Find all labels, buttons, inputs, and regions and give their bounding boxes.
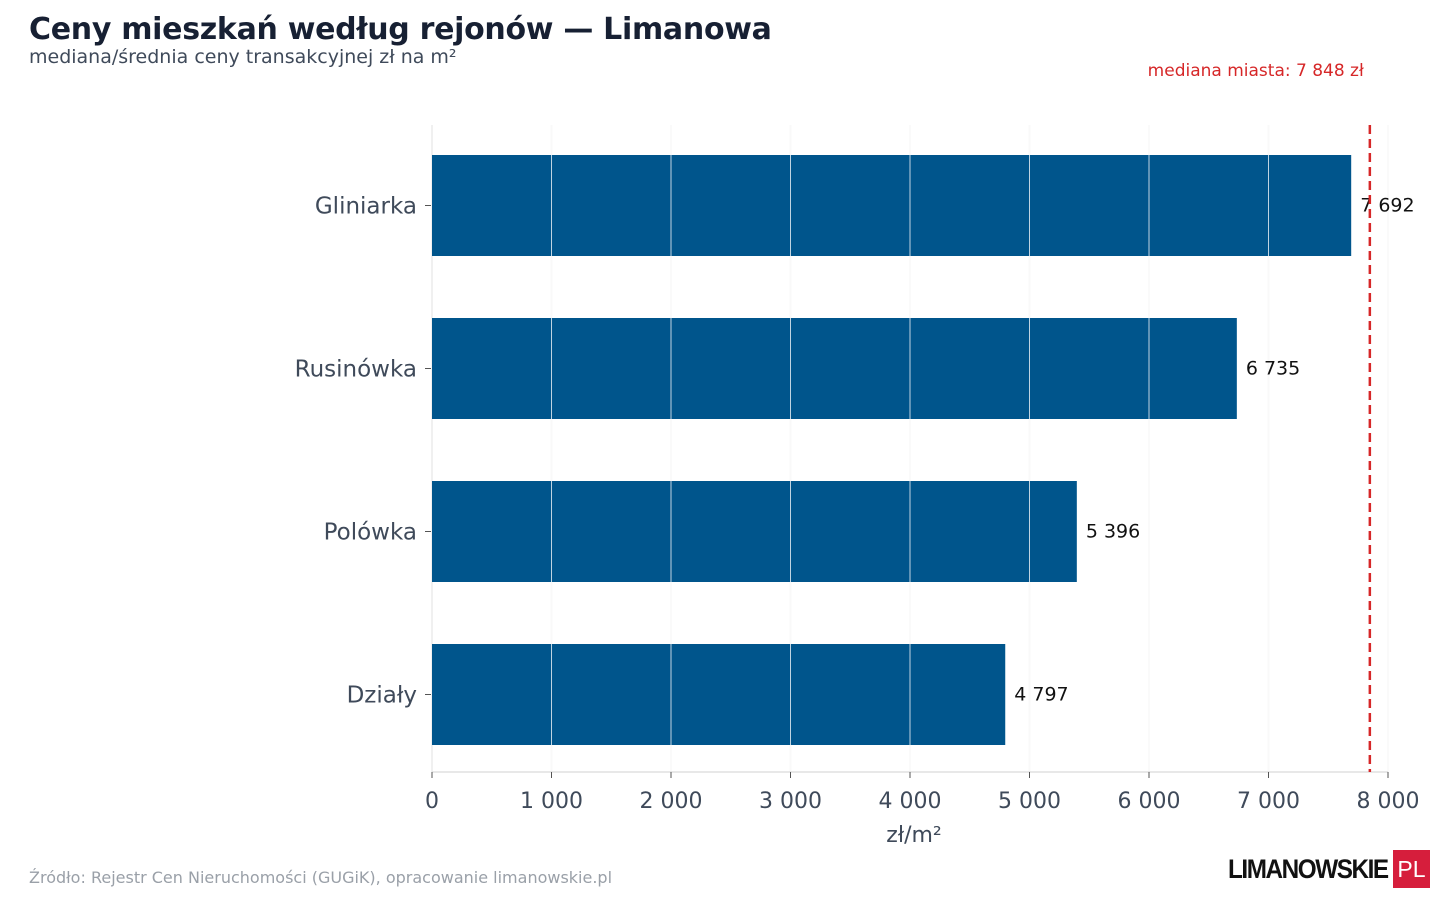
logo-badge: PL bbox=[1393, 850, 1430, 888]
category-label: Rusinówka bbox=[295, 357, 417, 383]
x-tick-label: 4 000 bbox=[879, 789, 942, 814]
x-tick-label: 8 000 bbox=[1357, 789, 1420, 814]
value-label: 5 396 bbox=[1086, 521, 1140, 543]
x-tick-label: 7 000 bbox=[1237, 789, 1300, 814]
value-label: 4 797 bbox=[1014, 684, 1068, 706]
median-reference-label: mediana miasta: 7 848 zł bbox=[1148, 61, 1364, 81]
logo-text: LIMANOWSKIE bbox=[1228, 854, 1389, 884]
category-label: Działy bbox=[347, 683, 417, 709]
limanowskie-logo: LIMANOWSKIE PL bbox=[1228, 850, 1430, 888]
x-tick-label: 3 000 bbox=[759, 789, 822, 814]
x-tick-label: 1 000 bbox=[520, 789, 583, 814]
chart-subtitle: mediana/średnia ceny transakcyjnej zł na… bbox=[29, 46, 457, 68]
bar bbox=[432, 318, 1237, 419]
x-tick-label: 2 000 bbox=[640, 789, 703, 814]
category-label: Gliniarka bbox=[315, 194, 417, 220]
bar bbox=[432, 155, 1352, 256]
value-label: 7 692 bbox=[1360, 195, 1414, 217]
bar bbox=[432, 481, 1077, 582]
bar bbox=[432, 644, 1006, 745]
value-label: 6 735 bbox=[1246, 358, 1300, 380]
source-note: Źródło: Rejestr Cen Nieruchomości (GUGiK… bbox=[29, 868, 613, 887]
chart-title: Ceny mieszkań według rejonów — Limanowa bbox=[29, 12, 772, 47]
x-tick-label: 0 bbox=[425, 789, 439, 814]
x-tick-label: 5 000 bbox=[998, 789, 1061, 814]
category-label: Polówka bbox=[324, 520, 417, 546]
x-axis-label: zł/m² bbox=[886, 823, 941, 848]
x-tick-label: 6 000 bbox=[1118, 789, 1181, 814]
